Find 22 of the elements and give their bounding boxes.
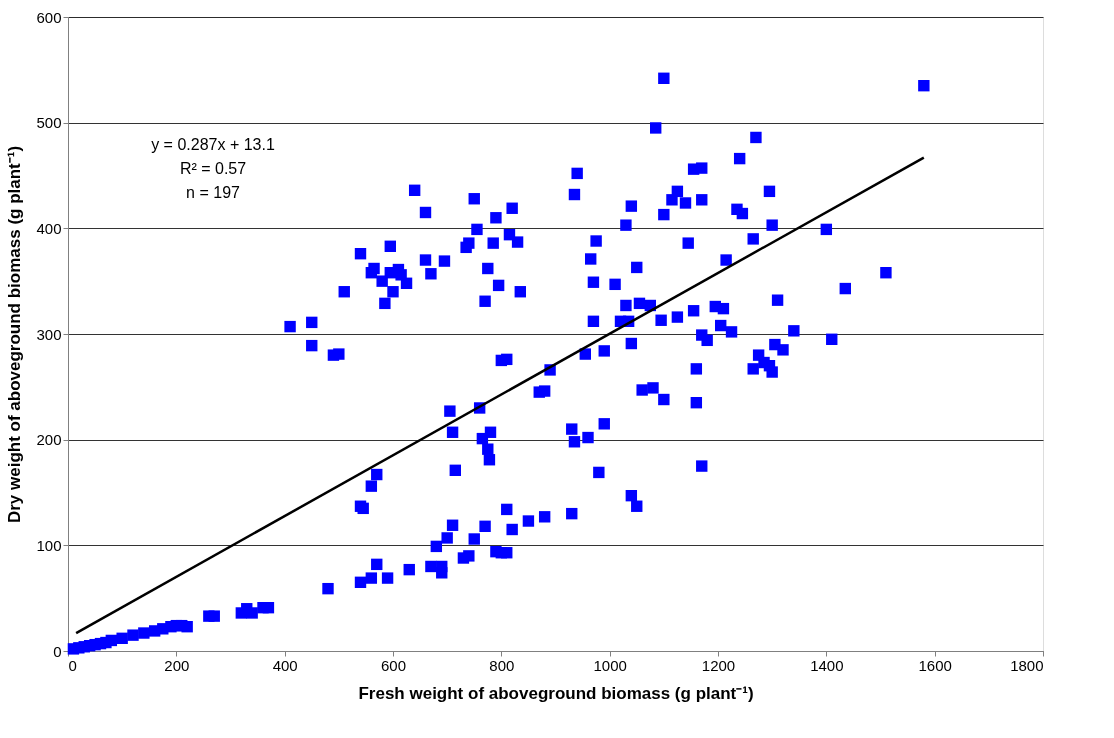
x-tick-label: 1200: [701, 656, 736, 674]
x-tick-label: 1600: [918, 656, 952, 674]
x-axis-title: Fresh weight of aboveground biomass (g plant⁻¹): [358, 683, 754, 703]
x-tick-label: 400: [272, 656, 298, 674]
y-tick-label: 300: [36, 325, 62, 343]
x-tick-label: 1400: [810, 656, 844, 674]
y-tick-label: 400: [36, 219, 62, 237]
annotation: R² = 0.57: [179, 160, 247, 177]
y-axis-title: Dry weight of aboveground biomass (g plant⁻¹): [5, 145, 25, 524]
y-tick-label: 200: [36, 431, 62, 449]
x-tick-label: 0: [68, 656, 77, 674]
y-tick-label: 600: [36, 8, 62, 26]
annotation: y = 0.287x + 13.1: [151, 136, 275, 153]
y-tick-label: 500: [36, 114, 62, 132]
annotation: n = 197: [186, 184, 241, 201]
y-tick-label: 100: [36, 536, 62, 554]
x-tick-label: 200: [164, 656, 190, 674]
y-tick-label: 0: [53, 642, 62, 660]
x-tick-label: 1800: [1010, 656, 1044, 674]
x-tick-label: 800: [489, 656, 515, 674]
x-tick-label: 600: [380, 656, 407, 674]
x-tick-label: 1000: [593, 656, 627, 674]
